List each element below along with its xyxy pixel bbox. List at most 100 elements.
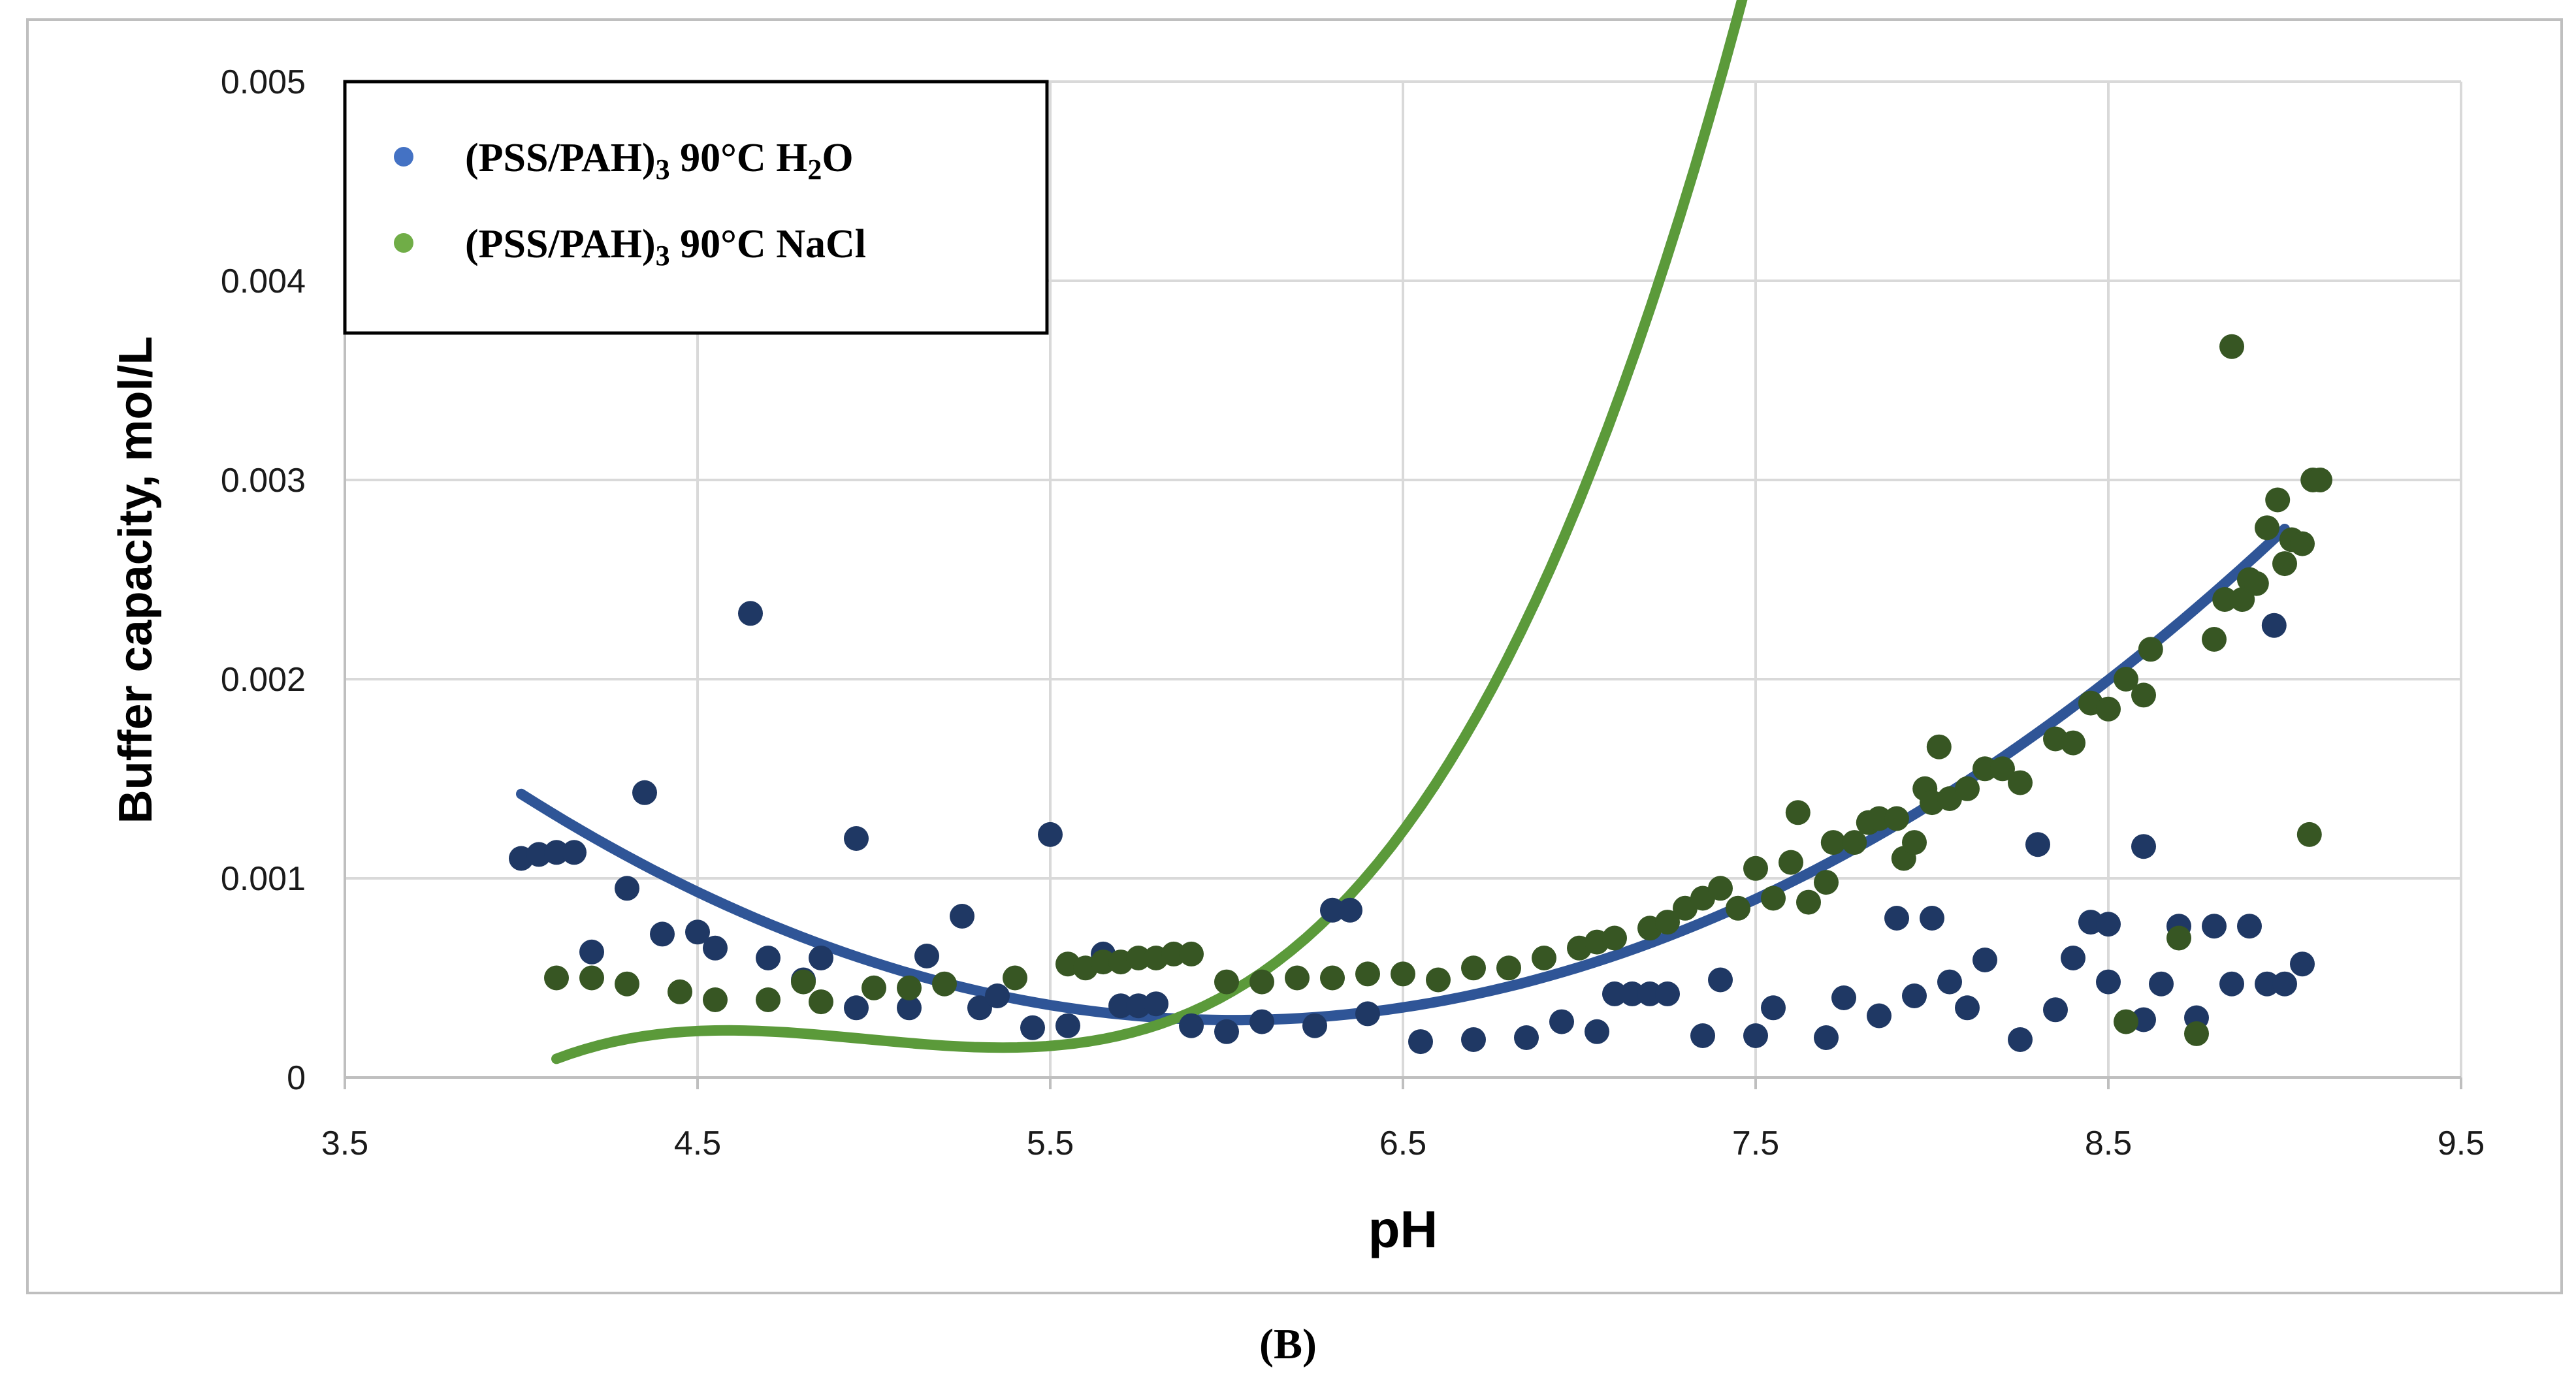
data-point-nacl xyxy=(2114,1009,2138,1034)
data-point-nacl xyxy=(809,989,833,1015)
data-point-nacl xyxy=(1285,965,1310,991)
data-point-nacl xyxy=(1972,756,1997,782)
data-point-h2o xyxy=(2290,951,2315,977)
data-point-h2o xyxy=(950,904,974,929)
data-point-nacl xyxy=(1785,800,1811,825)
data-point-h2o xyxy=(1144,991,1168,1017)
legend-marker-h2o xyxy=(394,147,413,167)
data-point-nacl xyxy=(1214,969,1239,995)
data-point-h2o xyxy=(544,840,569,865)
data-point-h2o xyxy=(1708,967,1733,993)
data-point-nacl xyxy=(1249,969,1274,995)
data-point-nacl xyxy=(703,987,728,1012)
data-point-h2o xyxy=(1902,983,1927,1008)
data-point-h2o xyxy=(1585,1019,1609,1044)
x-axis-title: pH xyxy=(1368,1200,1438,1258)
data-point-nacl xyxy=(791,969,816,995)
data-point-h2o xyxy=(2043,997,2068,1023)
data-point-h2o xyxy=(685,919,710,945)
data-point-nacl xyxy=(1779,850,1803,875)
data-point-h2o xyxy=(703,935,728,961)
data-point-h2o xyxy=(1179,1013,1204,1038)
data-point-h2o xyxy=(1920,906,1944,931)
legend-label-h2o: (PSS/PAH)3 90°C H2O xyxy=(465,136,854,185)
data-point-nacl xyxy=(1902,830,1927,855)
data-point-h2o xyxy=(1461,1027,1486,1052)
data-point-nacl xyxy=(1708,876,1733,901)
data-point-nacl xyxy=(2138,637,2163,662)
data-point-nacl xyxy=(2166,925,2191,951)
figure-caption: (B) xyxy=(1259,1320,1317,1368)
data-point-h2o xyxy=(1214,1019,1239,1044)
data-point-nacl xyxy=(2244,571,2269,596)
data-point-h2o xyxy=(562,840,587,865)
data-point-h2o xyxy=(2149,971,2174,997)
x-tick-label: 7.5 xyxy=(1732,1125,1779,1162)
data-point-nacl xyxy=(1867,806,1892,831)
data-point-nacl xyxy=(2096,696,2121,722)
data-point-nacl xyxy=(615,971,639,997)
data-point-nacl xyxy=(2008,770,2033,795)
data-point-nacl xyxy=(861,975,886,1000)
tick-labels: 3.5 4.5 5.5 6.5 7.5 8.5 9.5 0 0.001 0.002 0.003 0.0… xyxy=(221,63,2485,1162)
data-point-h2o xyxy=(897,995,922,1021)
data-point-nacl xyxy=(2061,730,2085,756)
data-point-h2o xyxy=(2219,971,2244,997)
x-tick-label: 8.5 xyxy=(2085,1125,2132,1162)
data-point-nacl xyxy=(1990,756,2015,782)
data-point-nacl xyxy=(1726,895,1750,921)
legend-label-nacl: (PSS/PAH)3 90°C NaCl xyxy=(465,222,866,272)
data-point-nacl xyxy=(2290,531,2315,556)
x-tick-label: 9.5 xyxy=(2438,1125,2485,1162)
data-point-nacl xyxy=(2184,1021,2209,1046)
x-tick-label: 3.5 xyxy=(321,1125,368,1162)
data-point-h2o xyxy=(2131,834,2156,859)
data-point-nacl xyxy=(1743,855,1768,881)
legend-marker-nacl xyxy=(394,233,413,253)
data-point-h2o xyxy=(967,995,992,1021)
x-tick-label: 6.5 xyxy=(1379,1125,1426,1162)
data-point-nacl xyxy=(1179,941,1204,966)
data-point-nacl xyxy=(2219,334,2244,359)
data-point-h2o xyxy=(1320,897,1345,923)
data-point-h2o xyxy=(1055,1013,1080,1038)
data-point-h2o xyxy=(1302,1013,1327,1038)
data-point-h2o xyxy=(1408,1029,1433,1055)
data-point-h2o xyxy=(738,601,763,626)
data-point-nacl xyxy=(1955,776,1980,801)
x-tick-label: 5.5 xyxy=(1027,1125,1074,1162)
data-point-h2o xyxy=(2008,1027,2033,1052)
data-point-nacl xyxy=(1602,925,1627,951)
data-point-nacl xyxy=(2255,515,2279,541)
data-point-nacl xyxy=(2212,587,2238,612)
data-point-h2o xyxy=(1020,1015,1045,1040)
data-point-h2o xyxy=(1514,1025,1539,1050)
data-point-h2o xyxy=(1620,981,1645,1006)
trendline-nacl xyxy=(551,0,1748,1064)
data-point-h2o xyxy=(1690,1023,1715,1048)
data-point-h2o xyxy=(1338,897,1362,923)
data-point-nacl xyxy=(579,965,604,991)
data-point-nacl xyxy=(1355,961,1380,987)
data-point-h2o xyxy=(2061,946,2085,970)
legend: (PSS/PAH)3 90°C H2O (PSS/PAH)3 90°C NaCl xyxy=(343,80,1049,335)
data-point-nacl xyxy=(1820,830,1846,855)
data-point-h2o xyxy=(1743,1023,1768,1048)
data-point-h2o xyxy=(2255,971,2279,997)
data-point-h2o xyxy=(1602,981,1627,1006)
data-point-h2o xyxy=(1108,993,1133,1019)
data-point-h2o xyxy=(1038,822,1063,847)
data-point-nacl xyxy=(1496,955,1521,981)
data-point-h2o xyxy=(809,946,833,970)
data-point-nacl xyxy=(1814,870,1839,895)
data-points xyxy=(509,334,2332,1055)
data-point-nacl xyxy=(897,975,922,1000)
data-point-nacl xyxy=(2230,587,2255,612)
data-point-nacl xyxy=(544,965,569,991)
y-tick-label: 0.005 xyxy=(221,63,306,101)
data-point-h2o xyxy=(2202,914,2227,939)
data-point-h2o xyxy=(914,944,939,968)
data-point-nacl xyxy=(1091,950,1116,975)
data-point-nacl xyxy=(1391,961,1415,987)
y-tick-label: 0 xyxy=(287,1059,306,1097)
